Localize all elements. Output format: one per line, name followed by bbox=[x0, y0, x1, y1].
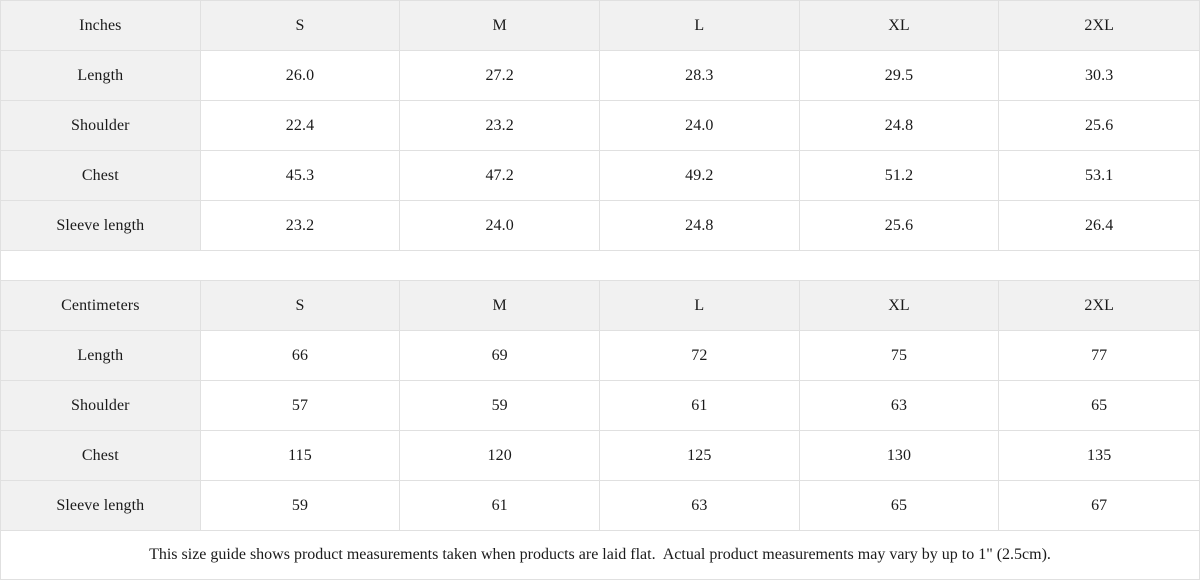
unit-header-cell: Inches bbox=[1, 1, 201, 51]
measurement-cell: 26.4 bbox=[999, 201, 1199, 251]
measurement-cell: 24.8 bbox=[799, 101, 1000, 151]
table-gap-spacer bbox=[1, 251, 1199, 281]
size-header-cell: XL bbox=[799, 281, 1000, 331]
measurement-cell: 47.2 bbox=[400, 151, 600, 201]
measurement-cell: 63 bbox=[799, 381, 1000, 431]
size-header-cell: S bbox=[200, 281, 401, 331]
measurement-cell: 135 bbox=[999, 431, 1199, 481]
measurement-cell: 66 bbox=[200, 331, 401, 381]
measurement-cell: 115 bbox=[200, 431, 401, 481]
measurement-cell: 130 bbox=[799, 431, 1000, 481]
measurement-cell: 30.3 bbox=[999, 51, 1199, 101]
measurement-cell: 24.0 bbox=[600, 101, 800, 151]
measurement-cell: 59 bbox=[400, 381, 600, 431]
size-header-cell: 2XL bbox=[999, 281, 1199, 331]
row-label-cell: Chest bbox=[1, 431, 201, 481]
size-header-cell: M bbox=[400, 1, 600, 51]
measurement-cell: 23.2 bbox=[200, 201, 401, 251]
size-header-cell: L bbox=[600, 281, 800, 331]
measurement-cell: 125 bbox=[600, 431, 800, 481]
measurement-cell: 49.2 bbox=[600, 151, 800, 201]
measurement-cell: 25.6 bbox=[999, 101, 1199, 151]
size-header-cell: S bbox=[200, 1, 401, 51]
size-table-centimeters: Centimeters S M L XL 2XL Length 66 69 72… bbox=[1, 281, 1199, 531]
size-header-cell: M bbox=[400, 281, 600, 331]
size-header-cell: L bbox=[600, 1, 800, 51]
measurement-cell: 77 bbox=[999, 331, 1199, 381]
measurement-cell: 75 bbox=[799, 331, 1000, 381]
measurement-cell: 28.3 bbox=[600, 51, 800, 101]
measurement-cell: 57 bbox=[200, 381, 401, 431]
row-label-cell: Shoulder bbox=[1, 381, 201, 431]
measurement-cell: 63 bbox=[600, 481, 800, 531]
size-table-inches: Inches S M L XL 2XL Length 26.0 27.2 28.… bbox=[1, 1, 1199, 251]
measurement-cell: 69 bbox=[400, 331, 600, 381]
measurement-cell: 61 bbox=[600, 381, 800, 431]
size-header-cell: XL bbox=[799, 1, 1000, 51]
unit-header-cell: Centimeters bbox=[1, 281, 201, 331]
row-label-cell: Length bbox=[1, 51, 201, 101]
measurement-cell: 65 bbox=[799, 481, 1000, 531]
measurement-disclaimer-note: This size guide shows product measuremen… bbox=[1, 531, 1199, 579]
measurement-cell: 26.0 bbox=[200, 51, 401, 101]
measurement-cell: 59 bbox=[200, 481, 401, 531]
measurement-cell: 51.2 bbox=[799, 151, 1000, 201]
measurement-cell: 120 bbox=[400, 431, 600, 481]
measurement-cell: 29.5 bbox=[799, 51, 1000, 101]
measurement-cell: 61 bbox=[400, 481, 600, 531]
measurement-cell: 27.2 bbox=[400, 51, 600, 101]
row-label-cell: Sleeve length bbox=[1, 481, 201, 531]
measurement-cell: 45.3 bbox=[200, 151, 401, 201]
measurement-cell: 24.0 bbox=[400, 201, 600, 251]
measurement-cell: 65 bbox=[999, 381, 1199, 431]
measurement-cell: 23.2 bbox=[400, 101, 600, 151]
size-header-cell: 2XL bbox=[999, 1, 1199, 51]
measurement-cell: 67 bbox=[999, 481, 1199, 531]
measurement-cell: 24.8 bbox=[600, 201, 800, 251]
measurement-cell: 25.6 bbox=[799, 201, 1000, 251]
row-label-cell: Sleeve length bbox=[1, 201, 201, 251]
row-label-cell: Shoulder bbox=[1, 101, 201, 151]
measurement-cell: 72 bbox=[600, 331, 800, 381]
measurement-cell: 22.4 bbox=[200, 101, 401, 151]
row-label-cell: Length bbox=[1, 331, 201, 381]
measurement-cell: 53.1 bbox=[999, 151, 1199, 201]
row-label-cell: Chest bbox=[1, 151, 201, 201]
